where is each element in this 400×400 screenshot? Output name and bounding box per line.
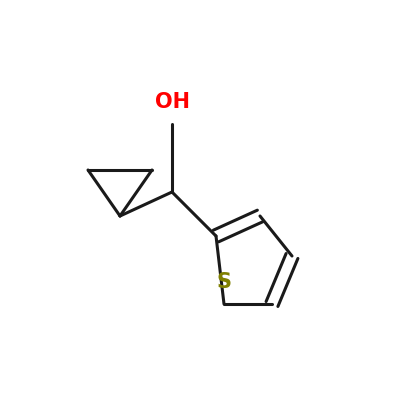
Text: OH: OH: [154, 92, 190, 112]
Text: S: S: [216, 272, 232, 292]
